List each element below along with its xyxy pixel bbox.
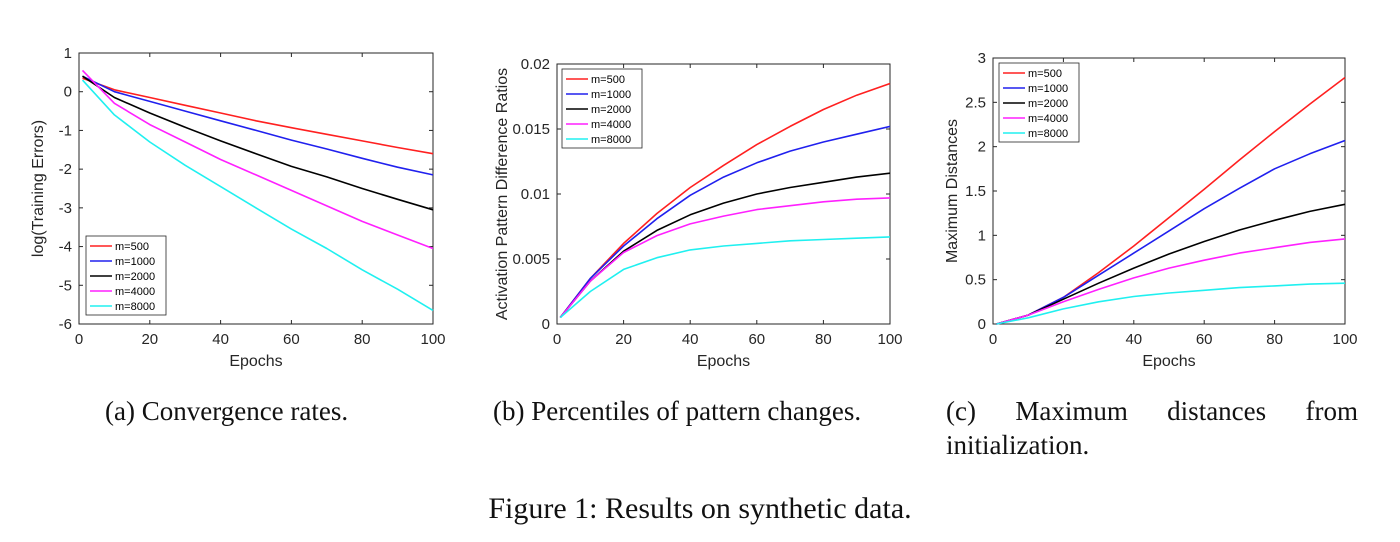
x-axis-label: Epochs — [229, 353, 282, 370]
series-line-m-2000 — [82, 75, 434, 211]
y-tick-label: 0.005 — [512, 251, 550, 268]
subcaption-a-text: (a) Convergence rates. — [105, 396, 349, 426]
y-tick-label: 2 — [978, 139, 986, 156]
x-tick-label: 80 — [815, 331, 832, 348]
legend-entry-label: m=2000 — [591, 104, 631, 116]
series-line-m-1000 — [559, 125, 891, 318]
x-tick-label: 100 — [420, 331, 445, 348]
chart-panel-b: 0 20 40 60 80 100 0.02 0.015 0.01 0.005 0 Epochs Act… — [494, 56, 903, 370]
y-tick-label: 2.5 — [965, 94, 986, 111]
series-line-m-4000 — [559, 197, 891, 319]
x-tick-label: 40 — [682, 331, 699, 348]
y-axis-label: log(Training Errors) — [30, 120, 47, 257]
x-tick-label: 0 — [989, 331, 997, 348]
x-tick-label: 40 — [1125, 331, 1142, 348]
y-tick-label: -6 — [59, 316, 72, 333]
legend-entry-label: m=1000 — [1028, 83, 1068, 95]
x-tick-label: 80 — [1266, 331, 1283, 348]
y-tick-label: 1.5 — [965, 183, 986, 200]
legend-entry-label: m=8000 — [115, 301, 155, 313]
y-tick-label: 1 — [64, 45, 72, 62]
y-tick-label: 0 — [64, 84, 72, 101]
y-tick-label: -5 — [59, 277, 72, 294]
x-axis-label: Epochs — [697, 353, 750, 370]
legend: m=500 m=1000 m=2000 m=4000 m=8000 — [85, 235, 167, 316]
legend-entry-label: m=8000 — [1028, 128, 1068, 140]
legend-entry-label: m=4000 — [115, 286, 155, 298]
subcaption-c-text: (c) Maximum distances from initializatio… — [946, 396, 1358, 460]
subcaption-b-text: (b) Percentiles of pattern changes. — [493, 396, 862, 426]
x-tick-label: 100 — [877, 331, 902, 348]
chart-panel-c: 0 20 40 60 80 100 3 2.5 2 1.5 1 0.5 0 Epochs Maximum D… — [944, 50, 1358, 370]
series-line-m-2000 — [996, 203, 1346, 325]
legend-entry-label: m=1000 — [115, 256, 155, 268]
x-tick-label: 60 — [748, 331, 765, 348]
series-line-m-8000 — [81, 79, 434, 312]
series-line-m-500 — [82, 77, 434, 155]
y-tick-label: -3 — [59, 200, 72, 217]
chart-panel-a: 0 20 40 60 80 100 1 0 -1 -2 -3 -4 -5 -6 Epochs log(Trai… — [30, 45, 446, 370]
legend-entry-label: m=2000 — [115, 271, 155, 283]
series-line-m-500 — [559, 82, 891, 318]
plot-frame — [78, 52, 434, 325]
legend: m=500 m=1000 m=2000 m=4000 m=8000 — [561, 68, 643, 149]
x-tick-label: 40 — [212, 331, 229, 348]
legend-entry-label: m=4000 — [1028, 113, 1068, 125]
y-axis-label: Activation Pattern Difference Ratios — [494, 68, 511, 320]
y-tick-label: -4 — [59, 239, 72, 256]
series-line-m-8000 — [559, 236, 891, 319]
legend-entry-label: m=500 — [591, 74, 625, 86]
x-tick-label: 20 — [141, 331, 158, 348]
x-tick-label: 20 — [615, 331, 632, 348]
x-tick-label: 0 — [553, 331, 561, 348]
y-tick-label: 0.015 — [512, 121, 550, 138]
legend-entry-label: m=4000 — [591, 119, 631, 131]
x-axis-label: Epochs — [1142, 353, 1195, 370]
y-tick-label: 1 — [978, 227, 986, 244]
y-tick-label: 0.02 — [521, 56, 550, 73]
x-tick-label: 0 — [75, 331, 83, 348]
series-line-m-4000 — [81, 69, 434, 250]
legend-entry-label: m=500 — [1028, 68, 1062, 80]
legend-entry-label: m=8000 — [591, 134, 631, 146]
x-tick-label: 60 — [283, 331, 300, 348]
x-tick-label: 60 — [1196, 331, 1213, 348]
subcaption-a: (a) Convergence rates. — [105, 394, 348, 428]
legend-entry-label: m=500 — [115, 241, 149, 253]
y-tick-label: 0.5 — [965, 272, 986, 289]
series-line-m-4000 — [996, 238, 1346, 325]
x-tick-label: 20 — [1055, 331, 1072, 348]
series-line-m-1000 — [996, 139, 1346, 325]
subcaption-b: (b) Percentiles of pattern changes. — [493, 394, 905, 428]
x-tick-label: 100 — [1332, 331, 1357, 348]
series-line-m-1000 — [82, 75, 434, 176]
series-line-m-8000 — [996, 282, 1346, 325]
x-tick-label: 80 — [354, 331, 371, 348]
y-tick-label: -1 — [59, 122, 72, 139]
figure-caption: Figure 1: Results on synthetic data. — [488, 492, 912, 525]
y-tick-label: 3 — [978, 50, 986, 67]
subcaption-c: (c) Maximum distances from initializatio… — [946, 394, 1358, 462]
y-tick-label: -2 — [59, 161, 72, 178]
legend-entry-label: m=1000 — [591, 89, 631, 101]
legend-entry-label: m=2000 — [1028, 98, 1068, 110]
legend: m=500 m=1000 m=2000 m=4000 m=8000 — [998, 62, 1080, 143]
y-tick-label: 0.01 — [521, 186, 550, 203]
y-tick-label: 0 — [978, 316, 986, 333]
y-tick-label: 0 — [542, 316, 550, 333]
y-axis-label: Maximum Distances — [944, 119, 961, 263]
